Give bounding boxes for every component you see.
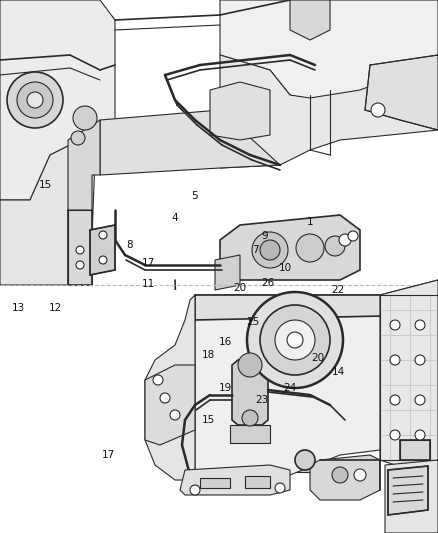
Circle shape — [415, 320, 425, 330]
Polygon shape — [290, 0, 330, 40]
Text: 17: 17 — [141, 258, 155, 268]
Circle shape — [190, 485, 200, 495]
Circle shape — [73, 106, 97, 130]
Circle shape — [332, 467, 348, 483]
Text: 15: 15 — [201, 415, 215, 425]
Polygon shape — [400, 440, 430, 460]
Circle shape — [415, 430, 425, 440]
Text: 10: 10 — [279, 263, 292, 273]
Circle shape — [390, 395, 400, 405]
Bar — [200, 478, 230, 488]
Polygon shape — [145, 365, 195, 445]
Circle shape — [17, 82, 53, 118]
Polygon shape — [365, 55, 438, 130]
Polygon shape — [380, 280, 438, 305]
Text: 11: 11 — [141, 279, 155, 289]
Polygon shape — [195, 295, 438, 480]
Text: 22: 22 — [332, 285, 345, 295]
Text: 25: 25 — [246, 317, 260, 327]
Circle shape — [76, 261, 84, 269]
Text: 24: 24 — [283, 383, 297, 393]
Circle shape — [390, 355, 400, 365]
Text: 13: 13 — [11, 303, 25, 313]
Circle shape — [76, 246, 84, 254]
Polygon shape — [68, 210, 92, 285]
Polygon shape — [220, 55, 438, 168]
Text: 7: 7 — [252, 245, 258, 255]
Circle shape — [354, 469, 366, 481]
Circle shape — [260, 305, 330, 375]
Polygon shape — [195, 295, 430, 320]
Circle shape — [275, 483, 285, 493]
Circle shape — [160, 393, 170, 403]
Polygon shape — [260, 335, 280, 350]
Circle shape — [99, 256, 107, 264]
Text: 18: 18 — [201, 350, 215, 360]
Circle shape — [247, 292, 343, 388]
Circle shape — [238, 353, 262, 377]
Polygon shape — [180, 465, 290, 495]
Text: 26: 26 — [261, 278, 275, 288]
Circle shape — [339, 234, 351, 246]
Circle shape — [7, 72, 63, 128]
Bar — [245, 476, 270, 488]
Circle shape — [275, 320, 315, 360]
Circle shape — [371, 103, 385, 117]
Circle shape — [287, 332, 303, 348]
Polygon shape — [145, 295, 195, 480]
Circle shape — [260, 240, 280, 260]
Bar — [230, 425, 270, 443]
Circle shape — [295, 450, 315, 470]
Polygon shape — [380, 280, 438, 470]
Text: 8: 8 — [127, 240, 133, 250]
Circle shape — [296, 234, 324, 262]
Polygon shape — [388, 466, 428, 515]
Text: 20: 20 — [233, 283, 247, 293]
Polygon shape — [232, 355, 268, 425]
Circle shape — [390, 320, 400, 330]
Bar — [295, 458, 315, 472]
Text: 4: 4 — [172, 213, 178, 223]
Circle shape — [71, 131, 85, 145]
Text: 19: 19 — [219, 383, 232, 393]
Polygon shape — [0, 0, 115, 200]
Circle shape — [390, 430, 400, 440]
Bar — [380, 295, 438, 460]
Circle shape — [252, 232, 288, 268]
Text: 15: 15 — [39, 180, 52, 190]
Text: 9: 9 — [261, 231, 268, 241]
Bar — [0, 290, 200, 470]
Polygon shape — [210, 82, 270, 140]
Circle shape — [415, 355, 425, 365]
Text: 5: 5 — [192, 191, 198, 201]
Polygon shape — [310, 455, 380, 500]
Polygon shape — [220, 0, 438, 105]
Text: 12: 12 — [48, 303, 62, 313]
Circle shape — [99, 231, 107, 239]
Text: 23: 23 — [255, 395, 268, 405]
Circle shape — [325, 236, 345, 256]
Circle shape — [348, 231, 358, 241]
Text: 1: 1 — [307, 217, 313, 227]
Polygon shape — [100, 110, 280, 175]
Text: 17: 17 — [101, 450, 115, 460]
Polygon shape — [68, 120, 100, 210]
Circle shape — [242, 410, 258, 426]
Circle shape — [170, 410, 180, 420]
Polygon shape — [220, 215, 360, 280]
Polygon shape — [215, 255, 240, 290]
Text: 14: 14 — [332, 367, 345, 377]
Polygon shape — [90, 225, 115, 275]
Text: 16: 16 — [219, 337, 232, 347]
Circle shape — [415, 395, 425, 405]
Polygon shape — [0, 145, 95, 285]
Text: 20: 20 — [311, 353, 325, 363]
Circle shape — [27, 92, 43, 108]
Circle shape — [153, 375, 163, 385]
Polygon shape — [385, 460, 438, 533]
